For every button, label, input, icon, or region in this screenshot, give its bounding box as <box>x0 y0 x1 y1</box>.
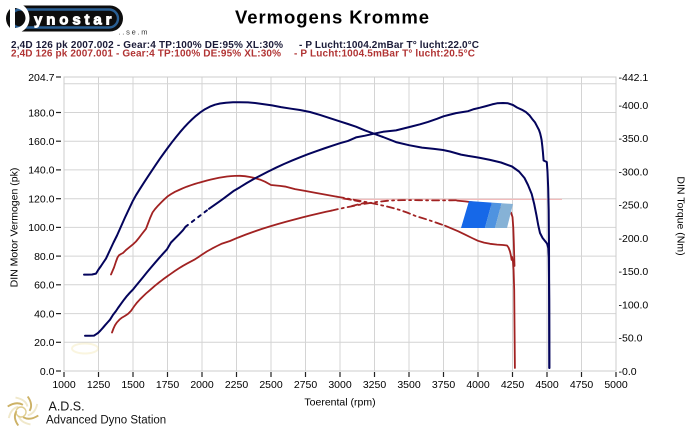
svg-text:5000: 5000 <box>604 379 628 391</box>
svg-text:80.0: 80.0 <box>34 251 55 263</box>
svg-text:204.7: 204.7 <box>28 72 54 84</box>
svg-text:4000: 4000 <box>466 379 490 391</box>
svg-text:180.0: 180.0 <box>28 107 54 119</box>
svg-text:3750: 3750 <box>432 379 456 391</box>
svg-text:60.0: 60.0 <box>34 280 55 292</box>
svg-text:2,4D 126 pk 2007.001 - Gear:4: 2,4D 126 pk 2007.001 - Gear:4 TP:100% DE… <box>11 49 281 60</box>
svg-text:-250.0: -250.0 <box>619 200 649 212</box>
svg-text:-50.0: -50.0 <box>619 333 643 345</box>
svg-text:2000: 2000 <box>190 379 214 391</box>
svg-text:20.0: 20.0 <box>34 337 55 349</box>
svg-text:0.0: 0.0 <box>40 366 55 378</box>
svg-text:4250: 4250 <box>501 379 525 391</box>
svg-text:-300.0: -300.0 <box>619 166 649 178</box>
svg-text:-200.0: -200.0 <box>619 233 649 245</box>
svg-text:4750: 4750 <box>570 379 594 391</box>
svg-text:DIN Torque (Nm): DIN Torque (Nm) <box>675 176 685 255</box>
svg-text:-100.0: -100.0 <box>619 299 649 311</box>
svg-text:1250: 1250 <box>87 379 111 391</box>
svg-text:A.D.S.: A.D.S. <box>49 400 85 414</box>
svg-text:..se.m: ..se.m <box>119 28 148 37</box>
svg-text:Toerental (rpm): Toerental (rpm) <box>304 397 375 409</box>
svg-text:-0.0: -0.0 <box>619 366 637 378</box>
svg-text:4500: 4500 <box>535 379 559 391</box>
svg-text:140.0: 140.0 <box>28 165 54 177</box>
svg-text:-350.0: -350.0 <box>619 133 649 145</box>
svg-text:1750: 1750 <box>156 379 180 391</box>
svg-text:ynostar: ynostar <box>34 12 113 29</box>
svg-text:100.0: 100.0 <box>28 222 54 234</box>
svg-text:- P Lucht:1004.5mBar T° lucht:: - P Lucht:1004.5mBar T° lucht:20.5°C <box>294 49 475 60</box>
svg-text:-442.1: -442.1 <box>619 72 649 84</box>
svg-text:40.0: 40.0 <box>34 308 55 320</box>
svg-text:Vermogens Kromme: Vermogens Kromme <box>235 7 429 28</box>
svg-text:1500: 1500 <box>121 379 145 391</box>
svg-text:160.0: 160.0 <box>28 136 54 148</box>
svg-text:3000: 3000 <box>328 379 352 391</box>
svg-text:-150.0: -150.0 <box>619 266 649 278</box>
svg-text:2250: 2250 <box>225 379 249 391</box>
svg-text:3250: 3250 <box>363 379 387 391</box>
svg-text:3500: 3500 <box>397 379 421 391</box>
svg-text:-400.0: -400.0 <box>619 100 649 112</box>
svg-text:Advanced Dyno Station: Advanced Dyno Station <box>46 415 166 427</box>
svg-text:120.0: 120.0 <box>28 194 54 206</box>
svg-text:2500: 2500 <box>259 379 283 391</box>
svg-text:2750: 2750 <box>294 379 318 391</box>
svg-text:1000: 1000 <box>52 379 76 391</box>
svg-text:DIN Motor Vermogen (pk): DIN Motor Vermogen (pk) <box>9 168 21 288</box>
